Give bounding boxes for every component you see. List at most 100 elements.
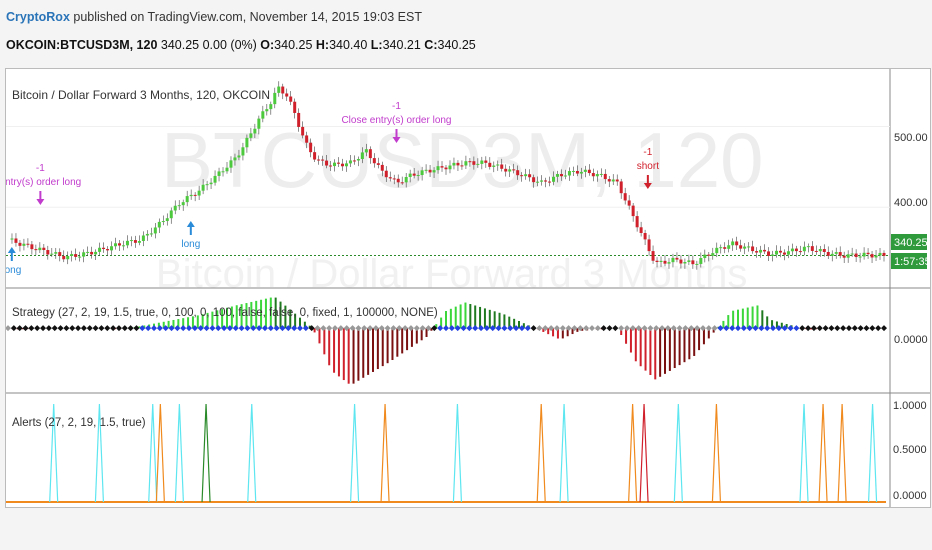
candle-body (687, 260, 691, 262)
strategy-bar (410, 328, 413, 347)
publish-line: CryptoRox published on TradingView.com, … (6, 10, 422, 24)
strategy-bar (649, 328, 652, 375)
strategy-marker (279, 325, 286, 332)
high-value: 340.40 (329, 38, 368, 52)
strategy-marker (63, 325, 70, 332)
strategy-bar (182, 318, 185, 329)
strategy-marker (664, 325, 671, 332)
candle-body (635, 216, 639, 228)
candle-body (623, 193, 627, 201)
strategy-marker (758, 325, 765, 332)
strategy-marker (372, 325, 379, 332)
close-label: C: (420, 38, 438, 52)
strategy-bar (284, 305, 287, 329)
strategy-bar (751, 306, 754, 329)
annot-short-label: -1 (643, 147, 652, 158)
strategy-marker (40, 325, 47, 332)
candle-body (165, 218, 169, 222)
strategy-bar (211, 311, 214, 329)
strategy-marker (308, 325, 315, 332)
candle-body (480, 160, 484, 164)
candle-body (743, 246, 747, 249)
strategy-bar (683, 328, 686, 363)
strategy-marker (186, 325, 193, 332)
candle-body (615, 179, 619, 182)
candle-body (70, 254, 74, 256)
strategy-marker (483, 325, 490, 332)
strategy-bar (746, 307, 749, 329)
candle-body (173, 205, 177, 211)
strategy-bar (289, 309, 292, 329)
strategy-marker (618, 325, 625, 332)
candle-body (153, 227, 157, 234)
strategy-marker (594, 325, 601, 332)
strategy-marker (86, 325, 93, 332)
candle-body (484, 160, 488, 163)
candle-body (34, 249, 38, 251)
author-link[interactable]: CryptoRox (6, 10, 70, 24)
alert-spike-green (201, 403, 211, 503)
candle-body (26, 243, 30, 245)
candle-body (94, 251, 98, 255)
candle-body (691, 260, 695, 265)
strategy-bar (406, 328, 409, 351)
candle-body (360, 152, 364, 160)
strategy-marker (711, 325, 718, 332)
strategy-marker (869, 325, 876, 332)
strategy-bar (493, 311, 496, 329)
strategy-marker (431, 325, 438, 332)
strategy-marker (729, 325, 736, 332)
annot-close-long-1-label: -1 (36, 163, 45, 174)
candle-body (22, 243, 26, 246)
candle-body (751, 246, 755, 252)
candle-body (245, 137, 249, 148)
candle-body (161, 221, 165, 223)
candle-body (50, 253, 54, 255)
candle-body (368, 149, 372, 159)
candle-body (340, 163, 344, 167)
candle-body (121, 245, 125, 247)
strategy-marker (775, 325, 782, 332)
chart-canvas[interactable]: BTCUSD3M, 120 Bitcoin / Dollar Forward 3… (0, 69, 931, 528)
strategy-bar (440, 317, 443, 329)
strategy-marker (197, 325, 204, 332)
strategy-bar (362, 328, 365, 378)
strategy-marker (641, 325, 648, 332)
last-price-badge (891, 234, 927, 250)
candle-body (424, 169, 428, 171)
candle-body (432, 170, 436, 173)
candle-body (874, 255, 878, 258)
alerts-tick-05: 0.5000 (893, 444, 927, 456)
strategy-marker (536, 325, 543, 332)
candle-body (838, 252, 842, 256)
candle-body (866, 252, 870, 255)
candle-body (854, 253, 858, 258)
candle-body (814, 250, 818, 252)
strategy-marker (5, 325, 11, 332)
alert-spike-cyan (174, 403, 184, 503)
candle-body (293, 101, 297, 113)
strategy-marker (577, 325, 584, 332)
candle-body (575, 170, 579, 174)
candle-body (516, 170, 520, 176)
strategy-marker (840, 325, 847, 332)
strategy-bar (474, 305, 477, 329)
candle-body (870, 254, 874, 258)
strategy-marker (694, 325, 701, 332)
candle-body (177, 205, 181, 207)
candle-body (472, 161, 476, 165)
strategy-bar (260, 299, 263, 329)
strategy-marker (699, 325, 706, 332)
candle-body (408, 173, 412, 178)
strategy-marker (559, 325, 566, 332)
strategy-bar (688, 328, 691, 360)
candle-body (500, 164, 504, 169)
candle-body (607, 179, 611, 182)
strategy-marker (653, 325, 660, 332)
candle-body (667, 262, 671, 264)
strategy-bar (629, 328, 632, 353)
candle-body (767, 251, 771, 256)
strategy-bar (420, 328, 423, 341)
candle-body (412, 173, 416, 176)
candle-body (476, 163, 480, 165)
